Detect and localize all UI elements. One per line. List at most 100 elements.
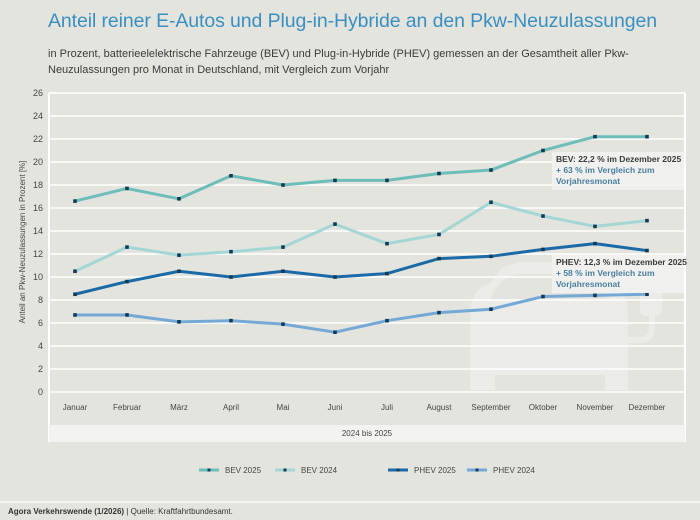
y-tick-label: 22 — [33, 134, 43, 144]
series-bev2024 — [73, 200, 649, 274]
annotation-line-2: + 58 % im Vergleich zum — [556, 268, 655, 278]
y-tick-label: 12 — [33, 249, 43, 259]
data-point — [229, 275, 233, 279]
legend-item-phev2025: PHEV 2025 — [388, 466, 456, 475]
x-tick-label: Juni — [328, 403, 343, 412]
legend-label: BEV 2024 — [301, 466, 338, 475]
data-point — [489, 307, 493, 311]
data-point — [593, 293, 597, 298]
footer-source: Quelle: Kraftfahrtbundesamt. — [130, 507, 233, 516]
chart-subtitle: in Prozent, batterieelelektrische Fahrze… — [48, 48, 629, 76]
data-point — [333, 178, 337, 183]
annotation-line-3: Vorjahresmonat — [556, 176, 620, 186]
data-point — [593, 224, 597, 229]
legend: BEV 2025 BEV 2024 PHEV 2025 PHEV 2024 — [199, 466, 535, 475]
series-line-phev2024 — [75, 292, 648, 334]
data-point — [645, 248, 649, 253]
data-point — [281, 269, 285, 274]
chart-title: Anteil reiner E-Autos und Plug-in-Hybrid… — [48, 10, 657, 32]
data-point — [125, 245, 129, 249]
data-point — [177, 320, 181, 324]
data-point — [385, 271, 389, 276]
data-point — [385, 241, 389, 246]
legend-marker — [396, 468, 400, 472]
legend-label: PHEV 2025 — [414, 466, 456, 475]
x-tick-label: Dezember — [629, 403, 666, 412]
x-tick-label: März — [170, 403, 188, 412]
y-tick-label: 14 — [33, 226, 43, 236]
series-line-phev2025 — [74, 242, 648, 296]
data-point — [541, 247, 545, 252]
data-point — [593, 134, 597, 139]
data-point — [125, 186, 129, 191]
y-tick-label: 24 — [33, 111, 43, 121]
series-line-bev2025 — [74, 135, 647, 203]
series-line-bev2024 — [74, 200, 648, 273]
data-point — [333, 330, 337, 334]
annotation-line-1: PHEV: 12,3 % im Dezember 2025 — [556, 257, 687, 267]
data-point — [489, 200, 493, 205]
data-point — [385, 318, 389, 323]
x-tick-label: August — [427, 403, 453, 412]
x-tick-label: Oktober — [529, 403, 558, 412]
legend-marker — [475, 468, 479, 472]
data-point — [437, 171, 441, 176]
data-point — [125, 279, 129, 284]
x-axis-ticks: Januar Februar März April Mai Juni Juli August S… — [63, 403, 666, 412]
data-point — [73, 269, 77, 274]
legend-label: BEV 2025 — [225, 466, 262, 475]
data-point — [333, 222, 337, 226]
data-point — [593, 241, 597, 246]
x-tick-label: Mai — [277, 403, 290, 412]
data-point — [645, 218, 649, 223]
annotation-phev2025: PHEV: 12,3 % im Dezember 2025+ 58 % im V… — [552, 255, 687, 293]
annotation-bev2025: BEV: 22,2 % im Dezember 2025+ 63 % im Ve… — [552, 152, 684, 190]
data-point — [645, 134, 649, 139]
x-axis-title: 2024 bis 2025 — [342, 429, 393, 438]
annotation-box — [552, 255, 684, 293]
footer-separator: | — [124, 507, 131, 516]
data-point — [541, 148, 545, 153]
series-phev2024 — [73, 292, 649, 334]
data-point — [645, 292, 649, 297]
legend-label: PHEV 2024 — [493, 466, 535, 475]
data-point — [281, 245, 285, 249]
data-point — [73, 199, 77, 203]
x-tick-label: Februar — [113, 403, 141, 412]
legend-marker — [283, 468, 287, 472]
data-point — [229, 318, 233, 323]
legend-item-phev2024: PHEV 2024 — [467, 466, 535, 475]
x-tick-label: April — [223, 403, 239, 412]
data-point — [437, 310, 441, 315]
footer-divider — [0, 501, 700, 503]
annotations: BEV: 22,2 % im Dezember 2025+ 63 % im Ve… — [552, 152, 687, 293]
y-tick-label: 18 — [33, 180, 43, 190]
annotation-line-2: + 63 % im Vergleich zum — [556, 165, 655, 175]
series-lines — [73, 134, 649, 334]
data-point — [177, 253, 181, 257]
data-point — [229, 249, 233, 254]
data-point — [229, 174, 233, 178]
y-tick-label: 26 — [33, 88, 43, 98]
y-tick-label: 6 — [38, 318, 43, 328]
y-tick-label: 10 — [33, 272, 43, 282]
y-tick-label: 20 — [33, 157, 43, 167]
data-point — [437, 256, 441, 261]
data-point — [541, 294, 545, 299]
legend-item-bev2025: BEV 2025 — [199, 466, 262, 475]
x-tick-label: September — [471, 403, 510, 412]
y-axis-title: Anteil an Pkw-Neuzulassungen in Prozent … — [18, 161, 27, 324]
data-point — [73, 292, 77, 297]
legend-marker — [207, 468, 211, 472]
series-bev2025 — [73, 134, 649, 203]
data-point — [541, 214, 545, 218]
annotation-line-1: BEV: 22,2 % im Dezember 2025 — [556, 154, 681, 164]
data-point — [73, 313, 77, 317]
annotation-line-3: Vorjahresmonat — [556, 279, 620, 289]
data-point — [333, 275, 337, 279]
data-point — [177, 197, 181, 201]
data-point — [489, 168, 493, 172]
data-point — [125, 313, 129, 317]
y-tick-label: 8 — [38, 295, 43, 305]
